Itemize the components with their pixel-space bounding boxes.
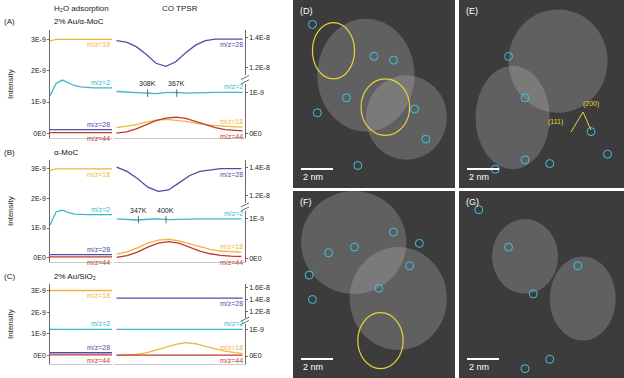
svg-text:0E0: 0E0 bbox=[33, 254, 46, 261]
svg-text:2E-9: 2E-9 bbox=[31, 195, 46, 202]
svg-text:m/z=44: m/z=44 bbox=[87, 135, 110, 142]
svg-text:α-MoC: α-MoC bbox=[54, 148, 78, 157]
svg-text:m/z=2: m/z=2 bbox=[224, 210, 243, 217]
svg-text:m/z=44: m/z=44 bbox=[220, 357, 243, 364]
svg-text:1.4E-8: 1.4E-8 bbox=[249, 164, 270, 171]
svg-text:2 nm: 2 nm bbox=[469, 172, 489, 182]
svg-text:(B): (B) bbox=[4, 148, 15, 157]
svg-text:m/z=44: m/z=44 bbox=[87, 357, 110, 364]
svg-text:1E-9: 1E-9 bbox=[31, 98, 46, 105]
svg-text:(A): (A) bbox=[4, 17, 15, 26]
svg-text:1E-9: 1E-9 bbox=[249, 326, 264, 333]
svg-text:m/z=2: m/z=2 bbox=[91, 320, 110, 327]
svg-text:1.2E-8: 1.2E-8 bbox=[249, 192, 270, 199]
svg-text:1.6E-8: 1.6E-8 bbox=[249, 284, 270, 291]
svg-text:H₂O adsorption: H₂O adsorption bbox=[54, 4, 109, 13]
svg-text:1.2E-8: 1.2E-8 bbox=[249, 308, 270, 315]
svg-text:1E-9: 1E-9 bbox=[31, 224, 46, 231]
svg-text:(F): (F) bbox=[300, 197, 312, 207]
svg-text:m/z=44: m/z=44 bbox=[220, 133, 243, 140]
svg-text:m/z=2: m/z=2 bbox=[224, 83, 243, 90]
svg-text:0E0: 0E0 bbox=[249, 352, 262, 359]
svg-text:3E-9: 3E-9 bbox=[31, 36, 46, 43]
svg-text:Intensity: Intensity bbox=[6, 309, 15, 339]
svg-text:m/z=18: m/z=18 bbox=[220, 118, 243, 125]
svg-text:2E-9: 2E-9 bbox=[31, 67, 46, 74]
svg-text:1.2E-8: 1.2E-8 bbox=[249, 64, 270, 71]
svg-text:m/z=18: m/z=18 bbox=[87, 41, 110, 48]
svg-text:1E-9: 1E-9 bbox=[249, 89, 264, 96]
svg-text:(D): (D) bbox=[300, 6, 313, 16]
svg-text:m/z=2: m/z=2 bbox=[91, 206, 110, 213]
svg-text:0E0: 0E0 bbox=[249, 130, 262, 137]
svg-text:m/z=28: m/z=28 bbox=[87, 246, 110, 253]
svg-text:m/z=18: m/z=18 bbox=[220, 344, 243, 351]
svg-text:400K: 400K bbox=[157, 207, 174, 214]
svg-text:2 nm: 2 nm bbox=[303, 362, 323, 372]
svg-text:m/z=18: m/z=18 bbox=[220, 243, 243, 250]
svg-text:m/z=28: m/z=28 bbox=[87, 344, 110, 351]
svg-text:(111): (111) bbox=[548, 118, 563, 126]
svg-text:m/z=28: m/z=28 bbox=[220, 171, 243, 178]
svg-text:1E-9: 1E-9 bbox=[31, 330, 46, 337]
svg-text:m/z=28: m/z=28 bbox=[87, 121, 110, 128]
svg-text:(200): (200) bbox=[583, 100, 599, 108]
svg-text:2% Au/α-MoC: 2% Au/α-MoC bbox=[54, 17, 104, 26]
svg-text:2 nm: 2 nm bbox=[303, 172, 323, 182]
svg-text:m/z=2: m/z=2 bbox=[224, 320, 243, 327]
svg-text:m/z=44: m/z=44 bbox=[87, 259, 110, 266]
svg-text:m/z=2: m/z=2 bbox=[91, 79, 110, 86]
svg-text:347K: 347K bbox=[130, 207, 147, 214]
svg-text:1.4E-8: 1.4E-8 bbox=[249, 34, 270, 41]
svg-text:m/z=28: m/z=28 bbox=[220, 41, 243, 48]
svg-text:0E0: 0E0 bbox=[33, 352, 46, 359]
svg-text:m/z=44: m/z=44 bbox=[220, 259, 243, 266]
svg-text:m/z=28: m/z=28 bbox=[220, 300, 243, 307]
svg-text:(C): (C) bbox=[4, 272, 15, 281]
svg-text:m/z=18: m/z=18 bbox=[87, 292, 110, 299]
svg-text:1E-9: 1E-9 bbox=[249, 215, 264, 222]
svg-text:0E0: 0E0 bbox=[249, 255, 262, 262]
svg-text:2 nm: 2 nm bbox=[469, 362, 489, 372]
svg-text:2% Au/SiO₂: 2% Au/SiO₂ bbox=[54, 272, 96, 281]
svg-text:3E-9: 3E-9 bbox=[31, 287, 46, 294]
svg-text:1.4E-8: 1.4E-8 bbox=[249, 296, 270, 303]
svg-text:m/z=18: m/z=18 bbox=[87, 171, 110, 178]
svg-text:367K: 367K bbox=[168, 80, 185, 87]
svg-text:CO TPSR: CO TPSR bbox=[162, 4, 198, 13]
svg-text:0E0: 0E0 bbox=[33, 130, 46, 137]
svg-text:3E-9: 3E-9 bbox=[31, 165, 46, 172]
svg-text:(G): (G) bbox=[466, 197, 479, 207]
svg-text:308K: 308K bbox=[139, 80, 156, 87]
svg-text:(E): (E) bbox=[466, 6, 478, 16]
svg-text:2E-9: 2E-9 bbox=[31, 309, 46, 316]
svg-text:Intensity: Intensity bbox=[6, 196, 15, 226]
svg-text:Intensity: Intensity bbox=[6, 69, 15, 99]
